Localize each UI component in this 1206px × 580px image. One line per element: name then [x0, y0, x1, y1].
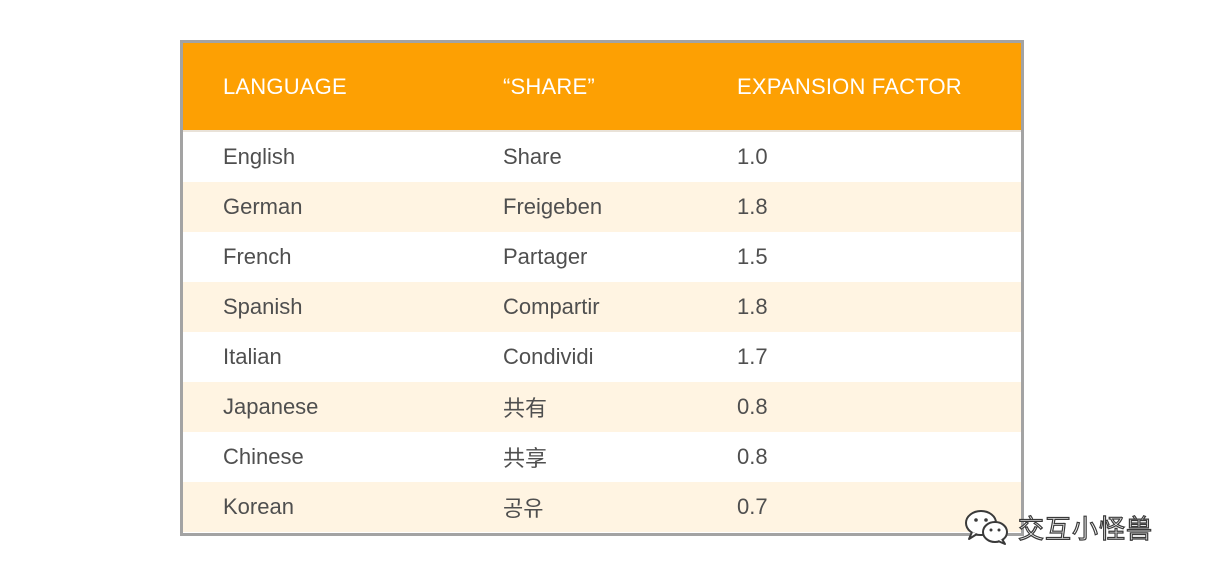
- expansion-factor-table: LANGUAGE “SHARE” EXPANSION FACTOR Englis…: [180, 40, 1024, 536]
- table-row: Japanese 共有 0.8: [183, 382, 1021, 432]
- table-row: French Partager 1.5: [183, 232, 1021, 282]
- cell-share: Compartir: [503, 294, 600, 319]
- cell-factor: 1.7: [737, 344, 768, 369]
- cell-factor: 1.5: [737, 244, 768, 269]
- cell-share: Condividi: [503, 344, 594, 369]
- cell-share: Share: [503, 144, 562, 169]
- cell-factor: 1.8: [737, 194, 768, 219]
- cell-language: French: [223, 244, 292, 269]
- header-share: “SHARE”: [503, 73, 595, 99]
- watermark: 交互小怪兽: [962, 505, 1153, 549]
- table-header: LANGUAGE “SHARE” EXPANSION FACTOR: [183, 43, 1021, 132]
- table-row: Italian Condividi 1.7: [183, 332, 1021, 382]
- cell-language: Spanish: [223, 294, 303, 319]
- header-language: LANGUAGE: [223, 73, 347, 99]
- cell-factor: 0.7: [737, 494, 768, 519]
- cell-language: Italian: [223, 344, 282, 369]
- table-row: English Share 1.0: [183, 132, 1021, 182]
- cell-share: Freigeben: [503, 194, 603, 219]
- table-row: Korean 공유 0.7: [183, 482, 1021, 532]
- cell-share: 共有: [503, 397, 548, 422]
- cell-factor: 0.8: [737, 394, 768, 419]
- cell-share: 공유: [503, 497, 544, 522]
- cell-factor: 1.0: [737, 144, 768, 169]
- cell-factor: 1.8: [737, 294, 768, 319]
- cell-language: Chinese: [223, 444, 304, 469]
- watermark-text: 交互小怪兽: [1017, 514, 1154, 545]
- cell-language: Japanese: [223, 394, 319, 419]
- cell-language: English: [223, 144, 296, 169]
- table-row: German Freigeben 1.8: [183, 182, 1021, 232]
- cell-factor: 0.8: [737, 444, 768, 469]
- header-expansion-factor: EXPANSION FACTOR: [737, 73, 962, 99]
- wechat-icon: [962, 507, 1012, 547]
- cell-language: Korean: [223, 494, 294, 519]
- cell-share: Partager: [503, 244, 588, 269]
- table-row: Spanish Compartir 1.8: [183, 282, 1021, 332]
- cell-share: 共享: [503, 447, 548, 472]
- table-row: Chinese 共享 0.8: [183, 432, 1021, 482]
- cell-language: German: [223, 194, 303, 219]
